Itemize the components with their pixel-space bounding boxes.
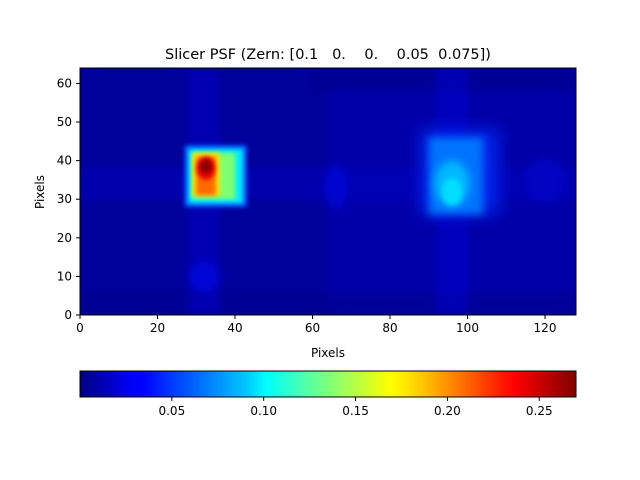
x-tick-label: 80 — [382, 321, 397, 335]
colorbar: 0.05 0.10 0.15 0.20 0.25 — [79, 370, 577, 418]
colorbar-tick-label: 0.05 — [158, 404, 185, 418]
x-tick-label: 60 — [305, 321, 320, 335]
colorbar-tick-label: 0.15 — [342, 404, 369, 418]
y-tick-label: 50 — [57, 115, 72, 129]
y-tick-label: 20 — [57, 231, 72, 245]
chart-title: Slicer PSF (Zern: [0.1 0. 0. 0.05 0.075]… — [165, 47, 491, 63]
x-tick-label: 100 — [456, 321, 479, 335]
x-tick-label: 120 — [534, 321, 557, 335]
colorbar-frame — [79, 370, 577, 398]
center-ghost — [324, 164, 348, 211]
colorbar-ticks: 0.05 0.10 0.15 0.20 0.25 — [158, 397, 553, 418]
y-tick-label: 10 — [57, 269, 72, 283]
colorbar-fill — [80, 371, 576, 397]
right-edge-ghost — [525, 156, 565, 204]
right-blob-core — [441, 177, 463, 206]
plot-frame — [79, 67, 577, 316]
y-axis: 0 10 20 30 40 50 60 — [57, 76, 80, 322]
heatmap-image — [80, 68, 576, 315]
heatmap-features — [80, 68, 576, 315]
colorbar-tick-label: 0.25 — [526, 404, 553, 418]
left-core-peak — [200, 159, 212, 174]
x-axis: 0 20 40 60 80 100 120 — [76, 315, 556, 335]
x-tick-label: 20 — [150, 321, 165, 335]
left-lower-ghost — [188, 260, 220, 292]
colorbar-tick-label: 0.10 — [250, 404, 277, 418]
colorbar-tick-label: 0.20 — [434, 404, 461, 418]
bg-bottom-band — [80, 291, 576, 315]
x-tick-label: 40 — [227, 321, 242, 335]
y-tick-label: 0 — [64, 308, 72, 322]
y-tick-label: 40 — [57, 154, 72, 168]
x-axis-label: Pixels — [311, 346, 345, 360]
y-tick-label: 60 — [57, 76, 72, 90]
x-tick-label: 0 — [76, 321, 84, 335]
y-tick-label: 30 — [57, 192, 72, 206]
y-axis-label: Pixels — [33, 175, 47, 209]
